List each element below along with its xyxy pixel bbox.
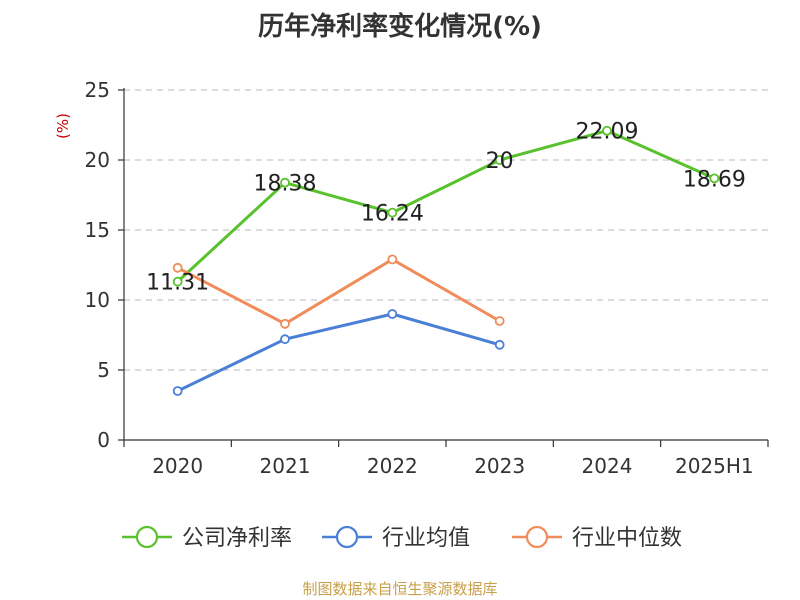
data-point (172, 386, 183, 396)
y-tick-label: 20 (85, 148, 110, 172)
data-point (280, 177, 290, 188)
data-labels: 11.31 18.38 16.24 20 22.09 18.69 (146, 120, 746, 296)
data-point (172, 262, 183, 273)
legend-marker (135, 525, 159, 549)
y-axis-label: (%) (54, 113, 72, 139)
series-line-1 (177, 312, 501, 393)
legend-label: 公司净利率 (182, 526, 292, 551)
data-point (280, 318, 290, 329)
y-tick-labels: 0 5 10 15 20 25 (85, 78, 110, 452)
data-label: 18.38 (254, 172, 317, 197)
data-point (172, 276, 183, 287)
chart-title: 历年净利率变化情况(%) (258, 12, 542, 42)
series-line-2 (176, 257, 501, 326)
legend-label: 行业均值 (382, 526, 470, 551)
legend-item-2[interactable]: 行业中位数 (512, 525, 682, 551)
series-lines (172, 125, 720, 396)
x-tick-label: 2022 (367, 454, 418, 478)
data-point (602, 125, 612, 136)
x-tick-labels: 2020 2021 2022 2023 2024 2025H1 (152, 454, 753, 478)
data-point (709, 173, 720, 184)
data-point (387, 207, 398, 218)
data-label: 22.09 (576, 120, 639, 145)
y-tick-label: 10 (85, 288, 110, 312)
legend-label: 行业中位数 (572, 526, 682, 551)
x-tick-label: 2020 (152, 454, 203, 478)
source-note: 制图数据来自恒生聚源数据库 (302, 580, 498, 598)
data-point (494, 316, 505, 326)
legend-marker (335, 525, 359, 549)
legend-item-0[interactable]: 公司净利率 (122, 525, 292, 551)
y-tick-label: 15 (85, 218, 110, 242)
x-tick-label: 2025H1 (675, 454, 754, 478)
data-label: 18.69 (683, 167, 746, 192)
data-point (494, 339, 505, 350)
legend: 公司净利率 行业均值 行业中位数 (122, 525, 682, 551)
data-point (387, 309, 398, 319)
y-tick-label: 0 (97, 428, 110, 452)
x-tick-label: 2024 (582, 454, 633, 478)
data-point (280, 334, 290, 345)
data-label: 16.24 (361, 202, 424, 227)
data-label: 20 (486, 149, 514, 174)
legend-item-1[interactable]: 行业均值 (322, 525, 470, 551)
x-tick-label: 2023 (474, 454, 525, 478)
x-tick-label: 2021 (260, 454, 311, 478)
y-tick-label: 5 (97, 358, 110, 382)
axes (118, 88, 769, 447)
series-line-0 (176, 129, 715, 283)
grid-lines (124, 89, 768, 371)
data-point (494, 155, 505, 165)
y-tick-label: 25 (85, 78, 110, 102)
data-label: 11.31 (146, 271, 209, 296)
data-point (387, 254, 398, 265)
legend-marker (525, 525, 549, 549)
